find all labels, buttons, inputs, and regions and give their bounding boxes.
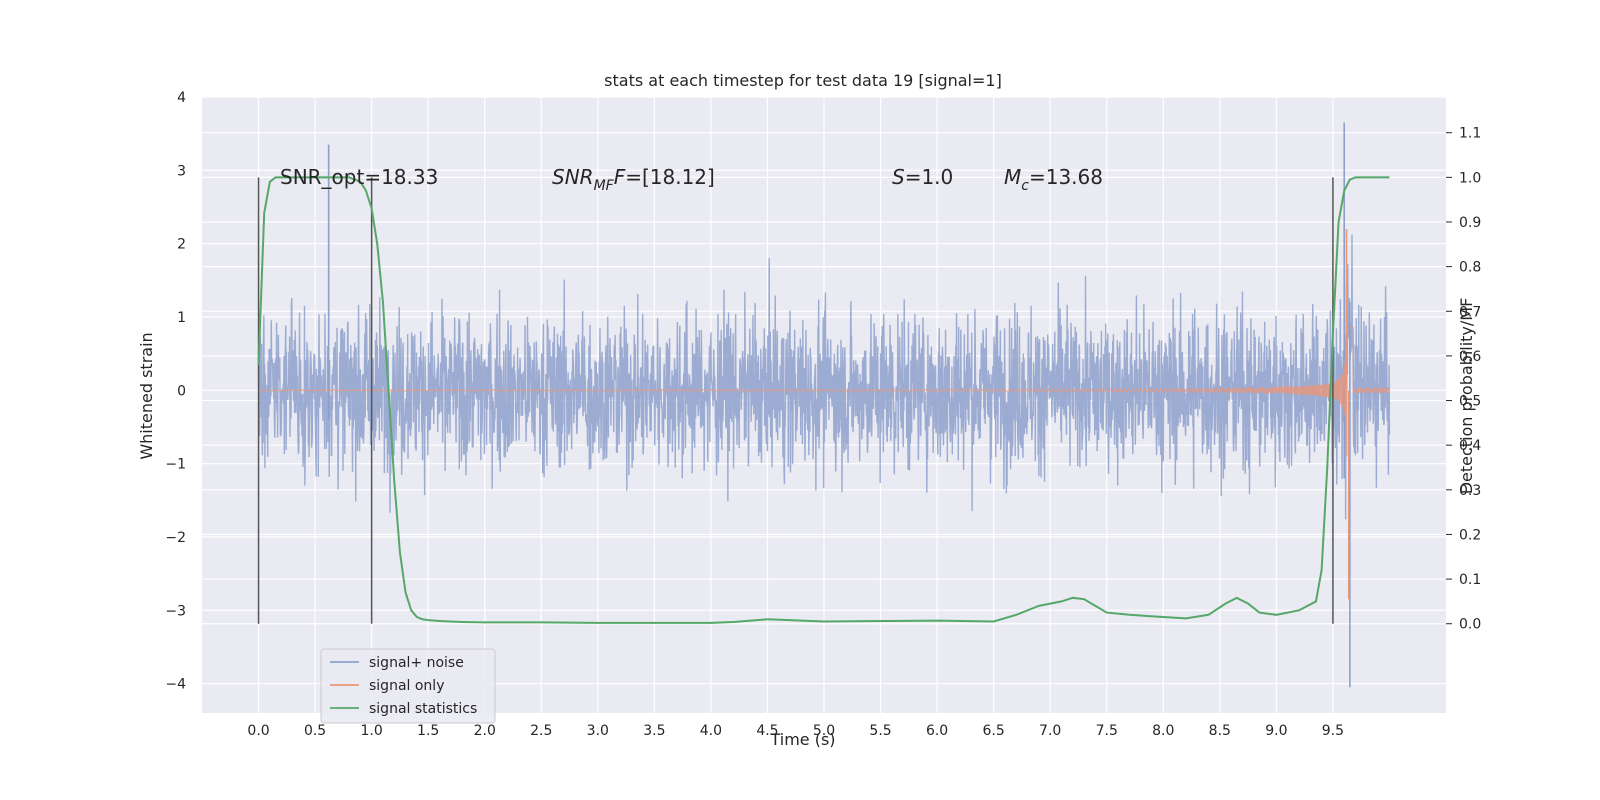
y2-tick-label: 0.5 — [1459, 394, 1481, 410]
x-tick-label: 8.5 — [1209, 723, 1231, 739]
x-tick-label: 2.0 — [474, 723, 496, 739]
noise-line — [257, 234, 1391, 520]
x-axis-ticks: 0.0 0.5 1.0 1.5 2.0 2.5 3.0 3.5 4.0 4.5 5.0 5.5 6.0 6… — [247, 723, 1344, 739]
y-tick-label: −1 — [165, 457, 186, 473]
y-tick-label: −2 — [165, 530, 186, 546]
legend-label-noise: signal+ noise — [369, 655, 464, 671]
x-tick-label: 1.0 — [361, 723, 383, 739]
mc-var: M — [1004, 165, 1021, 189]
mc-sub: c — [1021, 178, 1029, 194]
y-tick-label: −4 — [165, 677, 186, 693]
x-tick-label: 6.0 — [926, 723, 948, 739]
right-axis-ticks: 0.0 0.1 0.2 0.3 0.4 0.5 0.6 0.7 0.8 0.9 1.0 1.1 — [1446, 126, 1481, 633]
y-tick-label: 2 — [177, 237, 186, 253]
noise-series — [257, 122, 1391, 688]
signal-line — [258, 327, 1390, 457]
s-value: =1.0 — [905, 165, 954, 189]
legend-box — [320, 648, 496, 724]
y2-axis-label: Detection probability/MF — [1457, 298, 1476, 495]
x-tick-label: 3.5 — [643, 723, 665, 739]
y2-tick-label: 0.1 — [1459, 572, 1481, 588]
chart-title: stats at each timestep for test data 19 … — [604, 71, 1002, 90]
x-tick-label: 5.5 — [869, 723, 891, 739]
x-axis-label: Time (s) — [769, 730, 835, 749]
y2-tick-label: 0.9 — [1459, 215, 1481, 231]
y2-tick-label: 0.7 — [1459, 304, 1481, 320]
s-var: S — [892, 165, 905, 189]
x-tick-label: 7.5 — [1096, 723, 1118, 739]
x-tick-label: 4.5 — [756, 723, 778, 739]
mc-value: =13.68 — [1029, 165, 1103, 189]
legend: signal+ noise signal only signal statist… — [320, 648, 496, 724]
stats-series — [257, 176, 1390, 624]
snr-mf-var: SNR — [552, 165, 594, 189]
vertical-markers — [257, 177, 1334, 624]
x-tick-label: 9.5 — [1322, 723, 1344, 739]
legend-label-stats: signal statistics — [369, 701, 477, 717]
x-tick-label: 3.0 — [587, 723, 609, 739]
y-tick-label: 3 — [177, 163, 186, 179]
y-tick-label: −3 — [165, 603, 186, 619]
snr-mf-annotation: SNRMFF=[18.12] — [552, 165, 715, 194]
y2-tick-label: 0.2 — [1459, 527, 1481, 543]
x-tick-label: 1.5 — [417, 723, 439, 739]
y-tick-label: 4 — [177, 90, 186, 106]
mc-annotation: Mc=13.68 — [1004, 165, 1103, 194]
x-tick-label: 2.5 — [530, 723, 552, 739]
y2-tick-label: 0.3 — [1459, 483, 1481, 499]
x-tick-label: 9.0 — [1265, 723, 1287, 739]
y-tick-label: 1 — [177, 310, 186, 326]
y-tick-label: 0 — [177, 383, 186, 399]
left-axis-ticks: −4 −3 −2 −1 0 1 2 3 4 — [165, 90, 186, 693]
snr-mf-sub: MF — [594, 178, 615, 194]
y2-tick-label: 1.0 — [1459, 170, 1481, 186]
y-axis-label: Whitened strain — [137, 332, 156, 459]
snr-mf-value: =[18.12] — [625, 165, 715, 189]
y2-tick-label: 0.0 — [1459, 617, 1481, 633]
x-tick-label: 0.0 — [247, 723, 269, 739]
y2-tick-label: 1.1 — [1459, 126, 1481, 142]
y2-tick-label: 0.6 — [1459, 349, 1481, 365]
signal-series — [258, 229, 1390, 600]
x-tick-label: 5.0 — [813, 723, 835, 739]
y2-tick-label: 0.8 — [1459, 260, 1481, 276]
snr-opt-annotation: SNR_opt=18.33 — [280, 165, 438, 189]
stats-line — [257, 176, 1390, 624]
y2-tick-label: 0.4 — [1459, 438, 1481, 454]
x-tick-label: 0.5 — [304, 723, 326, 739]
x-tick-label: 4.0 — [700, 723, 722, 739]
x-tick-label: 6.5 — [983, 723, 1005, 739]
x-tick-label: 8.0 — [1152, 723, 1174, 739]
s-annotation: S=1.0 — [892, 165, 953, 189]
legend-label-signal: signal only — [369, 678, 444, 694]
x-tick-label: 7.0 — [1039, 723, 1061, 739]
